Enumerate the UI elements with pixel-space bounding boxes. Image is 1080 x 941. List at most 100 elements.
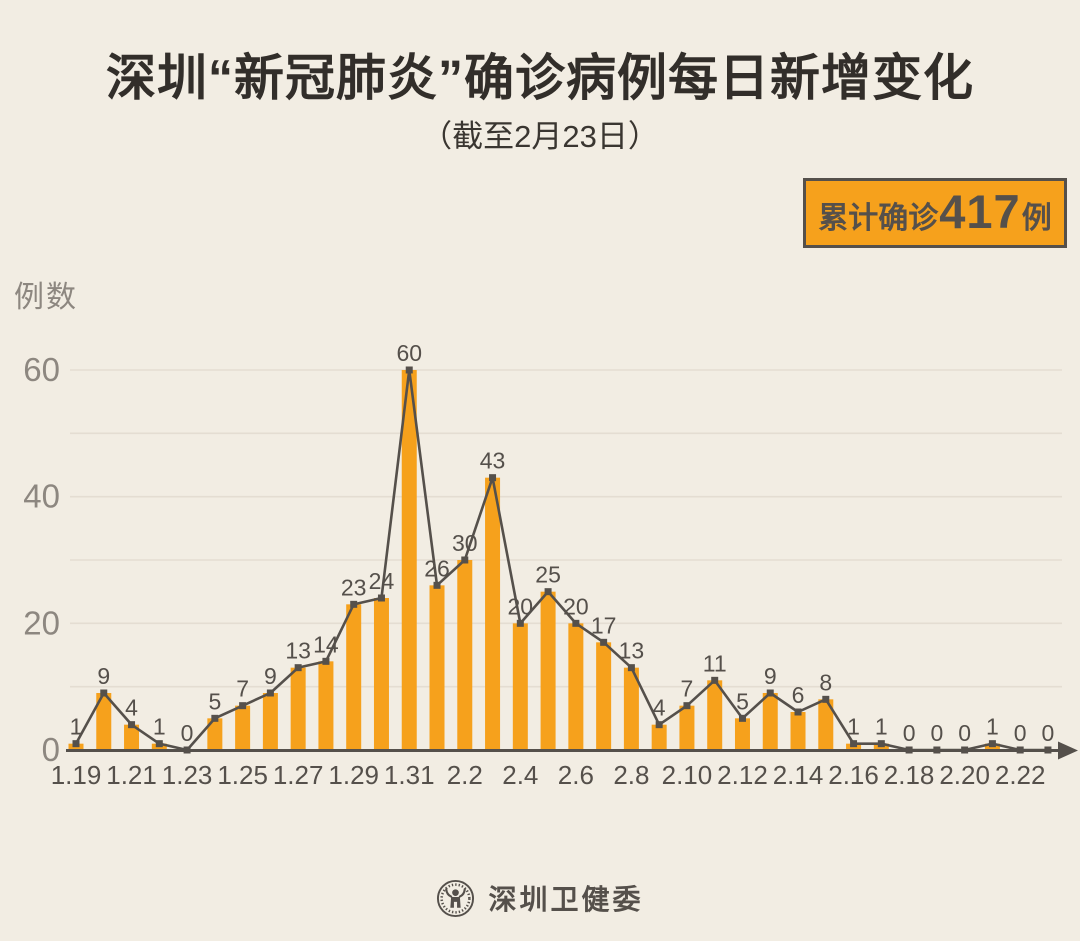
bar [734, 718, 750, 750]
value-label: 14 [313, 631, 339, 657]
x-tick-label: 2.8 [613, 760, 649, 790]
point-marker [822, 695, 830, 703]
bar [651, 724, 667, 750]
value-label: 1 [986, 714, 999, 740]
seal-figure-body [450, 896, 462, 908]
point-marker [155, 740, 163, 748]
x-axis-arrow [1058, 741, 1078, 760]
value-label: 24 [369, 568, 395, 594]
x-tick-label: 1.31 [384, 760, 435, 790]
y-axis-title: 例数 [14, 281, 78, 314]
value-label: 43 [480, 448, 506, 474]
bar [485, 477, 501, 750]
bar [707, 680, 723, 750]
value-label: 9 [264, 663, 277, 689]
point-marker [72, 740, 80, 748]
value-label: 0 [1042, 720, 1055, 746]
seal-figure-head [452, 888, 460, 896]
footer: 深圳卫健委 [0, 878, 1080, 918]
value-label: 17 [591, 612, 617, 638]
point-marker [877, 740, 885, 748]
badge-prefix-label: 累计确诊 [818, 202, 939, 235]
footer-org-name: 深圳卫健委 [488, 884, 644, 915]
health-commission-logo-icon [437, 879, 475, 917]
point-marker [183, 746, 191, 754]
value-label: 1 [875, 714, 888, 740]
point-marker [905, 746, 913, 754]
point-marker [766, 689, 774, 697]
x-tick-label: 2.18 [884, 760, 935, 790]
bar [373, 598, 389, 750]
y-tick-label: 40 [23, 478, 60, 515]
value-label: 5 [736, 688, 749, 714]
bar [262, 693, 278, 750]
point-marker [850, 740, 858, 748]
bar [96, 693, 112, 750]
value-label: 0 [1014, 720, 1027, 746]
value-label: 4 [125, 695, 138, 721]
value-label: 13 [619, 638, 645, 664]
point-marker [1016, 746, 1024, 754]
value-label: 6 [792, 682, 805, 708]
value-label: 11 [703, 650, 727, 676]
bar [568, 623, 584, 750]
value-label: 60 [396, 340, 422, 366]
point-marker [239, 702, 247, 710]
value-label: 7 [681, 676, 694, 702]
point-marker [627, 664, 635, 672]
bar [790, 712, 806, 750]
x-tick-label: 2.14 [773, 760, 824, 790]
bar [124, 724, 140, 750]
point-marker [350, 600, 358, 608]
x-tick-label: 2.10 [662, 760, 713, 790]
value-label: 5 [208, 688, 221, 714]
bar [207, 718, 223, 750]
x-tick-label: 2.22 [995, 760, 1046, 790]
x-tick-label: 1.27 [273, 760, 324, 790]
value-label: 30 [452, 530, 478, 556]
x-tick-label: 1.29 [328, 760, 379, 790]
x-tick-label: 1.23 [162, 760, 213, 790]
x-tick-label: 2.2 [447, 760, 483, 790]
y-tick-label: 20 [23, 604, 60, 641]
point-marker [933, 746, 941, 754]
bar [346, 604, 362, 750]
bar [762, 693, 778, 750]
cumulative-total-badge: 累计确诊417例 [803, 178, 1067, 248]
seal-figure-right-arm [459, 887, 467, 898]
bar [290, 667, 306, 750]
point-marker [544, 588, 552, 596]
value-label: 23 [341, 574, 367, 600]
point-marker [211, 714, 219, 722]
point-marker [461, 556, 469, 564]
point-marker [988, 740, 996, 748]
point-marker [100, 689, 108, 697]
x-tick-label: 1.21 [106, 760, 157, 790]
value-label: 9 [764, 663, 777, 689]
point-marker [600, 638, 608, 646]
value-label: 4 [653, 695, 666, 721]
bar [429, 585, 445, 750]
bar [512, 623, 528, 750]
page-title: 深圳“新冠肺炎”确诊病例每日新增变化 [106, 50, 974, 106]
bar [235, 705, 251, 750]
point-marker [294, 664, 302, 672]
point-marker [1044, 746, 1052, 754]
point-marker [266, 689, 274, 697]
value-label: 1 [153, 714, 166, 740]
bar [401, 370, 417, 750]
point-marker [489, 474, 497, 482]
value-label: 13 [285, 638, 311, 664]
bar [596, 642, 612, 750]
point-marker [322, 657, 330, 665]
value-label: 0 [903, 720, 916, 746]
trend-line [74, 368, 1048, 752]
value-label: 1 [70, 714, 83, 740]
point-marker [683, 702, 691, 710]
page-subtitle: （截至2月23日） [421, 119, 659, 154]
bar [457, 560, 473, 750]
point-marker [128, 721, 136, 729]
point-marker [516, 619, 524, 627]
